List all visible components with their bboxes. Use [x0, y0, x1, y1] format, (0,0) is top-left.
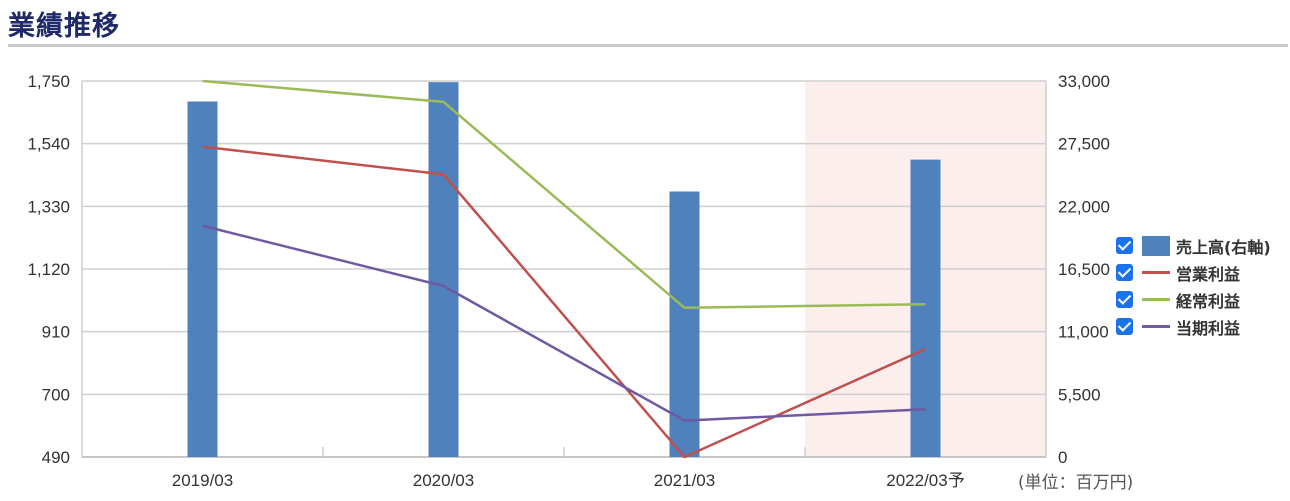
legend-label: 営業利益 — [1176, 264, 1241, 284]
bar — [428, 82, 459, 457]
y-left-tick-label: 490 — [42, 448, 70, 467]
y-right-tick-label: 5,500 — [1058, 385, 1101, 404]
unit-note: (単位：百万円) — [1018, 473, 1134, 493]
series-line — [202, 79, 926, 310]
series-line — [202, 145, 927, 459]
y-right-tick-label: 11,000 — [1058, 323, 1109, 342]
y-right-tick-label: 27,500 — [1058, 135, 1110, 154]
legend-label: 経常利益 — [1176, 291, 1241, 311]
legend-item: 当期利益 — [1116, 313, 1288, 340]
legend-swatch — [1142, 235, 1170, 256]
page-title: 業績推移 — [8, 11, 120, 42]
y-left-tick-label: 1,120 — [27, 260, 70, 279]
x-tick-label: 2020/03 — [413, 471, 474, 490]
x-tick-label: 2019/03 — [172, 471, 233, 490]
bar — [910, 159, 941, 458]
y-left-tick-label: 700 — [42, 385, 70, 404]
title-divider — [8, 44, 1288, 47]
legend-checkbox[interactable] — [1116, 318, 1133, 335]
legend-item: 経常利益 — [1116, 286, 1288, 313]
legend-checkbox[interactable] — [1116, 291, 1133, 308]
y-right-tick-label: 16,500 — [1058, 260, 1110, 279]
legend-swatch — [1142, 325, 1170, 328]
legend-label: 当期利益 — [1176, 318, 1241, 338]
legend-item: 売上高(右軸) — [1116, 232, 1288, 259]
legend-checkbox[interactable] — [1116, 264, 1133, 281]
y-right-tick-label: 0 — [1058, 448, 1067, 467]
legend-swatch — [1142, 271, 1170, 274]
y-left-tick-label: 910 — [42, 323, 70, 342]
bar — [187, 101, 218, 457]
chart-legend: 売上高(右軸) 営業利益経常利益当期利益 — [1116, 232, 1288, 340]
legend-checkbox[interactable] — [1116, 237, 1133, 254]
x-tick-label: 2021/03 — [654, 471, 715, 490]
series-line — [202, 224, 926, 422]
y-right-tick-label: 33,000 — [1058, 72, 1110, 91]
legend-label: 売上高(右軸) — [1176, 237, 1271, 257]
y-left-tick-label: 1,750 — [27, 72, 70, 91]
y-right-tick-label: 22,000 — [1058, 197, 1110, 216]
y-left-tick-label: 1,540 — [27, 135, 70, 154]
bar — [669, 191, 700, 457]
x-tick-label: 2022/03予 — [886, 471, 964, 490]
header: 業績推移 — [8, 4, 1288, 48]
legend-item: 営業利益 — [1116, 259, 1288, 286]
legend-swatch — [1142, 298, 1170, 301]
y-left-tick-label: 1,330 — [27, 197, 70, 216]
